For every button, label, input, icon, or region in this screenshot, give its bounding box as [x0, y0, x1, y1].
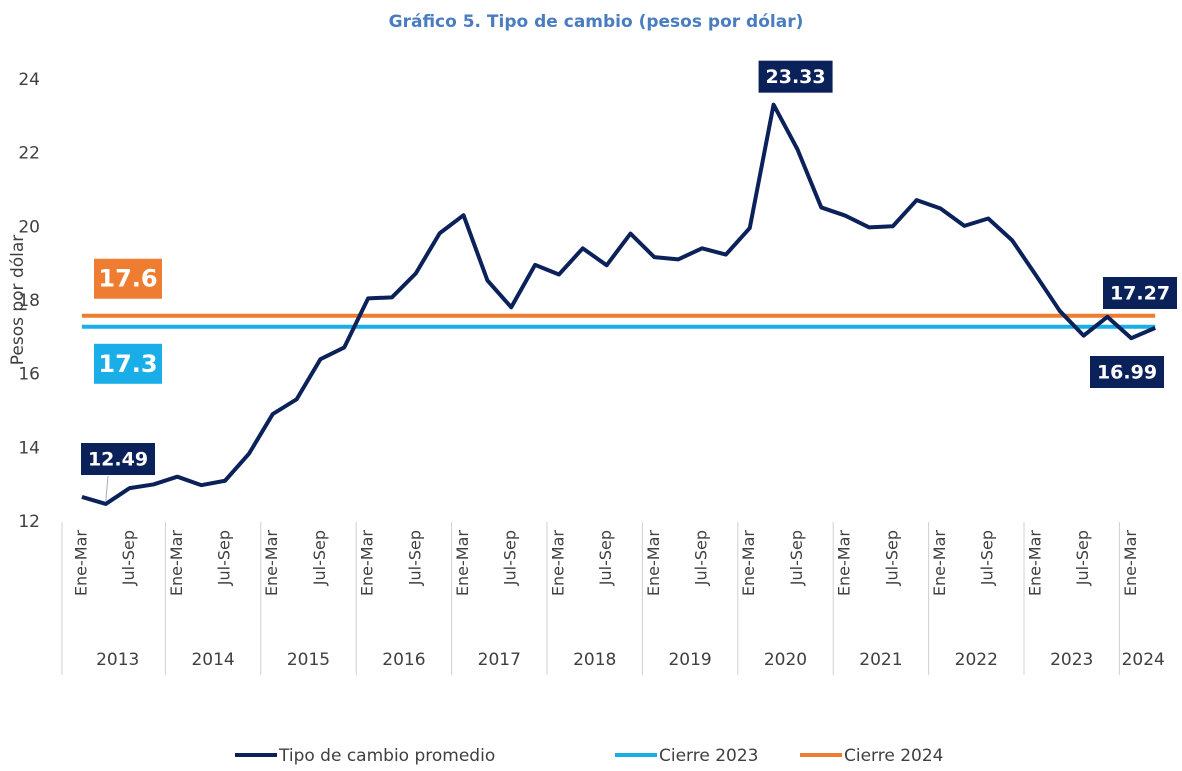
x-tick-label: Jul-Sep: [596, 530, 615, 586]
y-tick-label: 24: [18, 70, 40, 90]
data-label: 23.33: [758, 60, 833, 93]
data-label-box: [758, 60, 833, 93]
x-tick-label: Jul-Sep: [119, 530, 138, 586]
x-group-label: 2014: [191, 650, 234, 670]
x-tick-label: Ene-Mar: [1025, 530, 1044, 596]
x-group-label: 2022: [955, 650, 998, 670]
x-tick-label: Ene-Mar: [644, 530, 663, 596]
x-tick-label: Ene-Mar: [167, 530, 186, 596]
x-group-label: 2018: [573, 650, 616, 670]
y-tick-label: 20: [18, 217, 40, 237]
x-tick-label: Jul-Sep: [882, 530, 901, 586]
tag-box: [94, 258, 162, 299]
x-tick-label: Ene-Mar: [930, 530, 949, 596]
legend-label: Cierre 2023: [659, 746, 759, 766]
data-label: 17.27: [1103, 277, 1177, 309]
x-tick-label: Ene-Mar: [1121, 530, 1140, 596]
tag-label: 17.3: [98, 350, 157, 378]
x-tick-label: Ene-Mar: [358, 530, 377, 596]
data-label-box: [1090, 356, 1164, 388]
legend-label: Tipo de cambio promedio: [278, 746, 495, 766]
x-group-label: 2019: [668, 650, 711, 670]
x-group-label: 2013: [96, 650, 139, 670]
x-tick-label: Jul-Sep: [692, 530, 711, 586]
x-tick-label: Ene-Mar: [835, 530, 854, 596]
x-group-label: 2023: [1050, 650, 1093, 670]
leader-line: [105, 475, 109, 501]
x-tick-label: Jul-Sep: [215, 530, 234, 586]
data-label-box: [81, 443, 155, 475]
x-group-label: 2020: [764, 650, 807, 670]
chart-title: Gráfico 5. Tipo de cambio (pesos por dól…: [389, 12, 804, 32]
x-group-label: 2015: [287, 650, 330, 670]
x-group-label: 2021: [859, 650, 902, 670]
x-tick-label: Ene-Mar: [739, 530, 758, 596]
legend-label: Cierre 2024: [844, 746, 944, 766]
x-tick-label: Ene-Mar: [262, 530, 281, 596]
y-tick-label: 14: [18, 438, 40, 458]
x-tick-label: Jul-Sep: [1073, 530, 1092, 586]
x-tick-label: Jul-Sep: [310, 530, 329, 586]
tag-label: 17.6: [98, 265, 157, 293]
tag-box: [94, 343, 162, 384]
x-tick-label: Ene-Mar: [71, 530, 90, 596]
line-series: [81, 102, 1156, 506]
x-tick-label: Jul-Sep: [787, 530, 806, 586]
x-tick-label: Ene-Mar: [453, 530, 472, 596]
x-group-label: 2016: [382, 650, 425, 670]
x-group-label: 2017: [478, 650, 521, 670]
data-label-text: 23.33: [766, 66, 826, 88]
data-label: 12.49: [81, 443, 155, 475]
y-tick-label: 22: [18, 144, 40, 164]
x-tick-label: Ene-Mar: [548, 530, 567, 596]
y-tick-label: 12: [18, 512, 40, 532]
data-label: 16.99: [1090, 356, 1164, 388]
data-label-text: 17.27: [1110, 283, 1170, 305]
x-group-label: 2024: [1122, 650, 1165, 670]
y-tick-label: 18: [18, 291, 40, 311]
x-tick-label: Jul-Sep: [405, 530, 424, 586]
x-tick-label: Jul-Sep: [978, 530, 997, 586]
data-label-box: [1103, 277, 1177, 309]
y-axis-label: Pesos por dólar: [8, 235, 28, 366]
data-label-text: 16.99: [1097, 362, 1157, 384]
reference-tag: 17.6: [94, 258, 162, 299]
data-label-text: 12.49: [88, 449, 148, 471]
y-tick-label: 16: [18, 365, 40, 385]
reference-tag: 17.3: [94, 343, 162, 384]
x-tick-label: Jul-Sep: [501, 530, 520, 586]
